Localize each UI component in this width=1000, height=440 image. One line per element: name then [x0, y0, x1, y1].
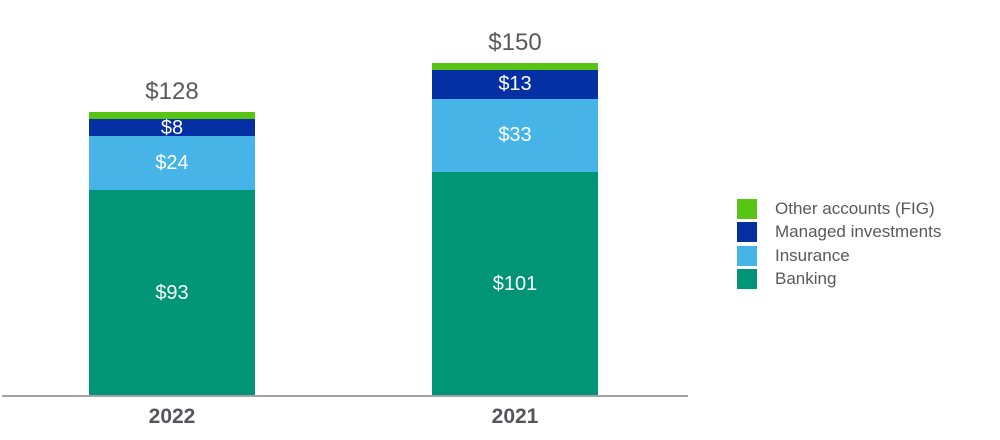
bar-segment-banking-2022: $93	[89, 189, 255, 396]
chart-legend: Other accounts (FIG) Managed investments I…	[737, 197, 941, 291]
bar-segment-insurance-2022: $24	[89, 136, 255, 190]
legend-item-insurance: Insurance	[737, 244, 941, 268]
segment-value-label: $93	[155, 281, 189, 304]
total-label-2022: $128	[145, 77, 199, 105]
bar-segment-managed-investments-2021: $13	[432, 69, 598, 99]
segment-value-label: $13	[498, 73, 532, 96]
bar-segment-other-accounts-fig-2021	[432, 63, 598, 70]
legend-item-label: Managed investments	[775, 222, 942, 242]
bar-segment-managed-investments-2022: $8	[89, 116, 255, 139]
segment-value-label: $8	[160, 116, 184, 139]
legend-item-banking: Banking	[737, 268, 941, 292]
legend-item-label: Banking	[775, 269, 837, 289]
legend-swatch-other-accounts-fig	[737, 198, 757, 219]
legend-item-label: Insurance	[775, 245, 850, 265]
legend-item-label: Other accounts (FIG)	[775, 198, 935, 218]
category-label-2021: 2021	[491, 405, 539, 428]
legend-item-other-accounts-fig: Other accounts (FIG)	[737, 197, 941, 221]
legend-item-managed-investments: Managed investments	[737, 221, 941, 245]
total-label-2021: $150	[488, 29, 542, 57]
segment-value-label: $24	[155, 152, 189, 174]
segment-value-label: $33	[498, 124, 532, 147]
bar-segment-insurance-2021: $33	[432, 98, 598, 172]
legend-swatch-banking	[737, 269, 757, 290]
category-label-2022: 2022	[148, 405, 196, 428]
legend-swatch-insurance	[737, 245, 757, 266]
x-axis-line	[2, 395, 688, 397]
bar-segment-banking-2021: $101	[432, 171, 598, 396]
bar-segment-other-accounts-fig-2022	[89, 111, 255, 119]
segment-value-label: $101	[492, 272, 538, 295]
legend-swatch-managed-investments	[737, 222, 757, 243]
